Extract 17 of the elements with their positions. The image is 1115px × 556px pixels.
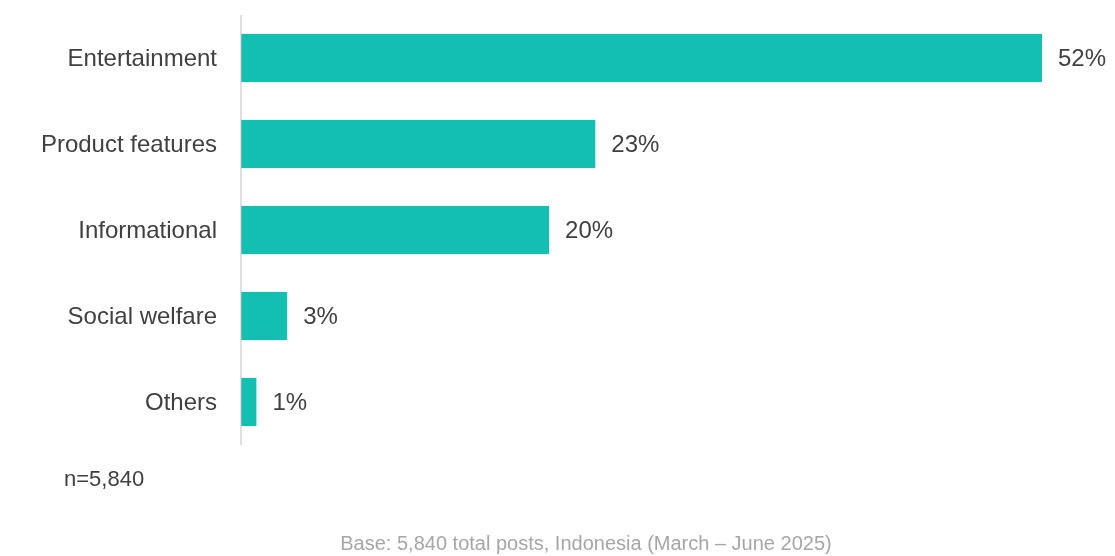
- y-tick-label: Others: [144, 388, 217, 416]
- data-label: 3%: [303, 302, 338, 330]
- y-tick-label: Entertainment: [67, 44, 218, 72]
- bar: [241, 205, 550, 255]
- y-tick-label: Social welfare: [67, 302, 217, 330]
- data-label: 20%: [565, 216, 614, 244]
- data-label: 1%: [272, 388, 308, 416]
- bar: [241, 33, 1042, 83]
- text: Base: 5,840 total posts, Indonesia (March – June 2025): [340, 532, 832, 554]
- y-tick-label: Product features: [40, 130, 217, 158]
- y-tick-label: Informational: [78, 216, 217, 244]
- bar: [241, 291, 288, 341]
- data-label: 52%: [1058, 44, 1107, 72]
- data-label: 23%: [611, 130, 660, 158]
- bar: [241, 377, 257, 427]
- bar: [241, 119, 596, 169]
- text: n=5,840: [64, 466, 145, 491]
